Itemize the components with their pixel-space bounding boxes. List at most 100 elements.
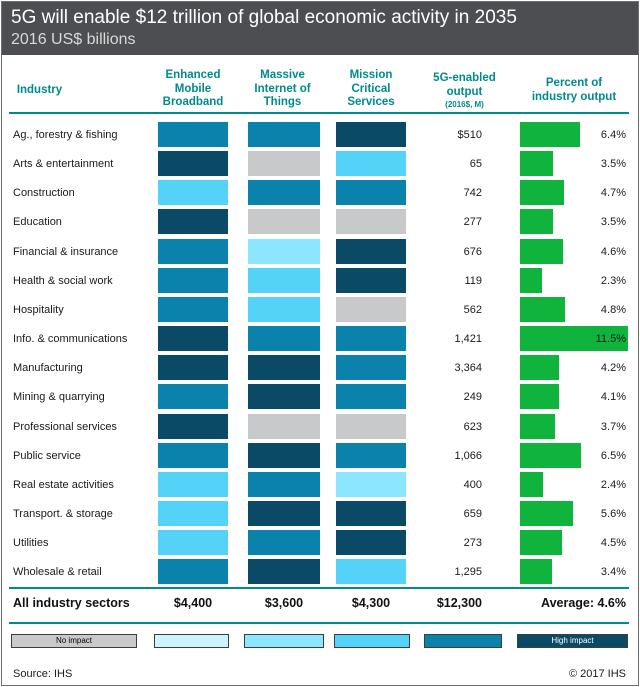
output-value: 659 — [463, 508, 482, 520]
percent-label: 11.5% — [595, 333, 626, 345]
percent-label: 4.7% — [600, 187, 626, 199]
percent-bar — [520, 180, 564, 205]
percent-label: 4.6% — [600, 246, 626, 258]
impact-cell-embb — [158, 151, 228, 176]
impact-cell-miot — [248, 384, 320, 409]
impact-cell-miot — [248, 472, 320, 497]
impact-cell-miot — [248, 268, 320, 293]
industry-label: Financial & insurance — [13, 246, 119, 258]
industry-label: Transport. & storage — [13, 508, 113, 520]
industry-label: Construction — [13, 187, 75, 199]
percent-label: 3.5% — [600, 216, 626, 228]
totals-label: All industry sectors — [13, 596, 130, 610]
output-value: 676 — [463, 246, 482, 258]
industry-label: Public service — [13, 450, 81, 462]
impact-cell-miot — [248, 239, 320, 264]
percent-label: 3.4% — [600, 566, 626, 578]
totals-rule — [9, 587, 629, 589]
legend-rule — [9, 622, 629, 624]
percent-bar — [520, 384, 559, 409]
impact-cell-mcs — [336, 209, 406, 234]
impact-cell-embb — [158, 268, 228, 293]
impact-cell-miot — [248, 414, 320, 439]
impact-cell-miot — [248, 443, 320, 468]
impact-cell-mcs — [336, 443, 406, 468]
percent-label: 4.1% — [600, 391, 626, 403]
column-header-embb: Enhanced Mobile Broadband — [162, 69, 224, 108]
legend-swatch-2 — [154, 634, 229, 648]
percent-label: 4.5% — [600, 537, 626, 549]
impact-cell-mcs — [336, 122, 406, 147]
impact-cell-miot — [248, 122, 320, 147]
output-value: $510 — [457, 129, 482, 141]
impact-cell-embb — [158, 297, 228, 322]
impact-cell-embb — [158, 414, 228, 439]
industry-label: Professional services — [13, 421, 117, 433]
percent-label: 4.2% — [600, 362, 626, 374]
impact-cell-embb — [158, 122, 228, 147]
column-header-output-unit: (2016$, M) — [445, 100, 484, 109]
percent-label: 2.4% — [600, 479, 626, 491]
industry-label: Utilities — [13, 537, 49, 549]
legend-no-impact-label: No impact — [55, 636, 92, 645]
impact-cell-embb — [158, 326, 228, 351]
percent-bar — [520, 559, 552, 584]
legend-swatch-4 — [334, 634, 410, 648]
impact-cell-embb — [158, 501, 228, 526]
total-output: $12,300 — [436, 596, 482, 610]
percent-label: 2.3% — [600, 275, 626, 287]
percent-bar — [520, 239, 563, 264]
total-mcs: $4,300 — [351, 596, 391, 610]
percent-bar — [520, 122, 580, 147]
impact-cell-miot — [248, 180, 320, 205]
impact-cell-mcs — [336, 180, 406, 205]
impact-cell-miot — [248, 151, 320, 176]
percent-label: 6.5% — [600, 450, 626, 462]
source-note: Source: IHS — [13, 668, 73, 680]
impact-cell-miot — [248, 326, 320, 351]
impact-cell-embb — [158, 530, 228, 555]
impact-cell-mcs — [336, 268, 406, 293]
industry-label: Hospitality — [13, 304, 64, 316]
legend-swatch-3 — [244, 634, 324, 648]
legend-swatch-5 — [424, 634, 502, 648]
percent-bar — [520, 355, 559, 380]
impact-cell-embb — [158, 209, 228, 234]
output-value: 400 — [463, 479, 482, 491]
column-header-industry: Industry — [16, 84, 63, 96]
output-value: 273 — [463, 537, 482, 549]
legend-swatch-no-impact: No impact — [11, 634, 137, 648]
industry-label: Education — [13, 216, 62, 228]
impact-cell-mcs — [336, 297, 406, 322]
industry-label: Real estate activities — [13, 479, 114, 491]
impact-cell-miot — [248, 501, 320, 526]
copyright-note: © 2017 IHS — [568, 668, 626, 680]
header-rule — [9, 112, 629, 114]
impact-cell-mcs — [336, 559, 406, 584]
percent-label: 5.6% — [600, 508, 626, 520]
output-value: 1,421 — [454, 333, 482, 345]
impact-cell-embb — [158, 443, 228, 468]
impact-cell-embb — [158, 472, 228, 497]
impact-cell-miot — [248, 209, 320, 234]
percent-bar — [520, 209, 553, 234]
impact-cell-mcs — [336, 326, 406, 351]
output-value: 277 — [463, 216, 482, 228]
output-value: 65 — [469, 158, 482, 170]
column-header-percent: Percent of industry output — [531, 77, 617, 103]
output-value: 623 — [463, 421, 482, 433]
industry-label: Mining & quarrying — [13, 391, 105, 403]
column-header-mcs: Mission Critical Services — [347, 69, 395, 108]
title-banner: 5G will enable $12 trillion of global ec… — [2, 2, 638, 55]
impact-cell-embb — [158, 239, 228, 264]
legend-swatch-high-impact: High impact — [517, 634, 628, 648]
impact-cell-miot — [248, 297, 320, 322]
percent-bar — [520, 443, 581, 468]
total-miot: $3,600 — [264, 596, 304, 610]
output-value: 1,066 — [454, 450, 482, 462]
chart-title: 5G will enable $12 trillion of global ec… — [11, 7, 517, 28]
percent-bar — [520, 297, 565, 322]
output-value: 3,364 — [454, 362, 482, 374]
percent-bar — [520, 326, 628, 351]
